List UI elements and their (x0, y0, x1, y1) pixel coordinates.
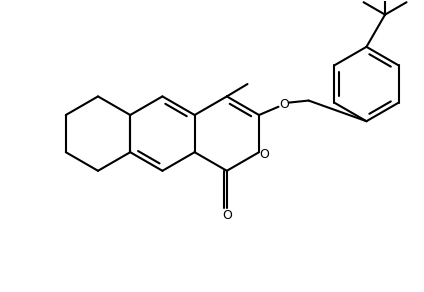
Text: O: O (279, 98, 289, 111)
Text: O: O (222, 209, 232, 222)
Text: O: O (259, 148, 269, 161)
